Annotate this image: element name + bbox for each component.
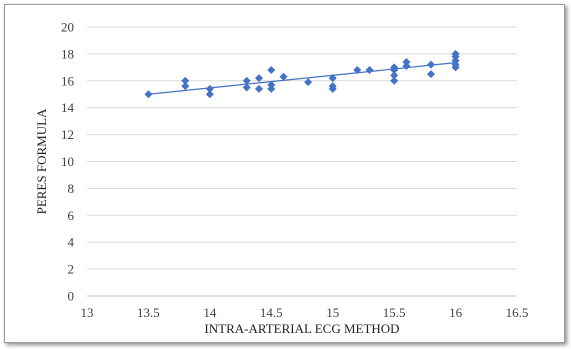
x-tick-label: 16.5 (506, 305, 529, 320)
data-point (267, 84, 276, 93)
data-point (242, 76, 251, 85)
trendline (148, 62, 456, 95)
y-tick-label: 6 (68, 208, 75, 223)
data-point (267, 66, 276, 75)
gridlines (87, 26, 517, 270)
data-point (205, 84, 214, 93)
data-point (353, 66, 362, 75)
x-tick-label: 14.5 (260, 305, 283, 320)
y-tick-label: 0 (68, 289, 75, 304)
x-axis-title: INTRA-ARTERIAL ECG METHOD (204, 321, 399, 336)
y-tick-label: 18 (61, 46, 74, 61)
chart-frame (4, 4, 565, 343)
data-point (205, 90, 214, 99)
data-point (181, 82, 190, 91)
x-tick-label: 15.5 (383, 305, 406, 320)
tick-labels: 0 2 4 6 8 10 12 14 16 18 20 13 13.5 14 14.5 15 15.5 16 16.… (61, 20, 528, 321)
x-tick-label: 13.5 (137, 305, 160, 320)
data-point (279, 72, 288, 81)
y-axis-title: PERES FORMULA (34, 108, 49, 214)
data-point (255, 84, 263, 93)
data-point (328, 74, 337, 83)
y-tick-label: 20 (61, 20, 74, 35)
x-tick-label: 16 (449, 305, 463, 320)
data-point (267, 80, 276, 89)
data-point (390, 66, 399, 75)
y-tick-label: 10 (61, 154, 74, 169)
data-point (390, 76, 399, 85)
data-point (304, 78, 313, 87)
data-point (255, 74, 263, 83)
x-tick-label: 13 (81, 305, 94, 320)
data-point (402, 62, 411, 71)
data-point (242, 83, 251, 92)
data-point (365, 66, 374, 75)
y-tick-label: 4 (68, 235, 75, 250)
y-tick-label: 16 (61, 73, 75, 88)
y-tick-label: 14 (61, 100, 75, 115)
data-points (144, 49, 460, 99)
data-point (427, 60, 435, 69)
y-tick-label: 2 (68, 262, 75, 277)
trendline-group (148, 62, 456, 95)
y-tick-label: 12 (61, 127, 74, 142)
data-point (402, 57, 411, 66)
x-tick-label: 14 (203, 305, 217, 320)
data-point (451, 63, 460, 72)
data-point (181, 76, 190, 85)
data-point (328, 84, 337, 93)
y-tick-label: 8 (68, 181, 75, 196)
data-point (451, 56, 460, 65)
data-point (144, 90, 153, 99)
x-tick-label: 15 (326, 305, 339, 320)
data-point (427, 70, 435, 79)
data-point (390, 71, 399, 80)
data-point (451, 52, 460, 61)
